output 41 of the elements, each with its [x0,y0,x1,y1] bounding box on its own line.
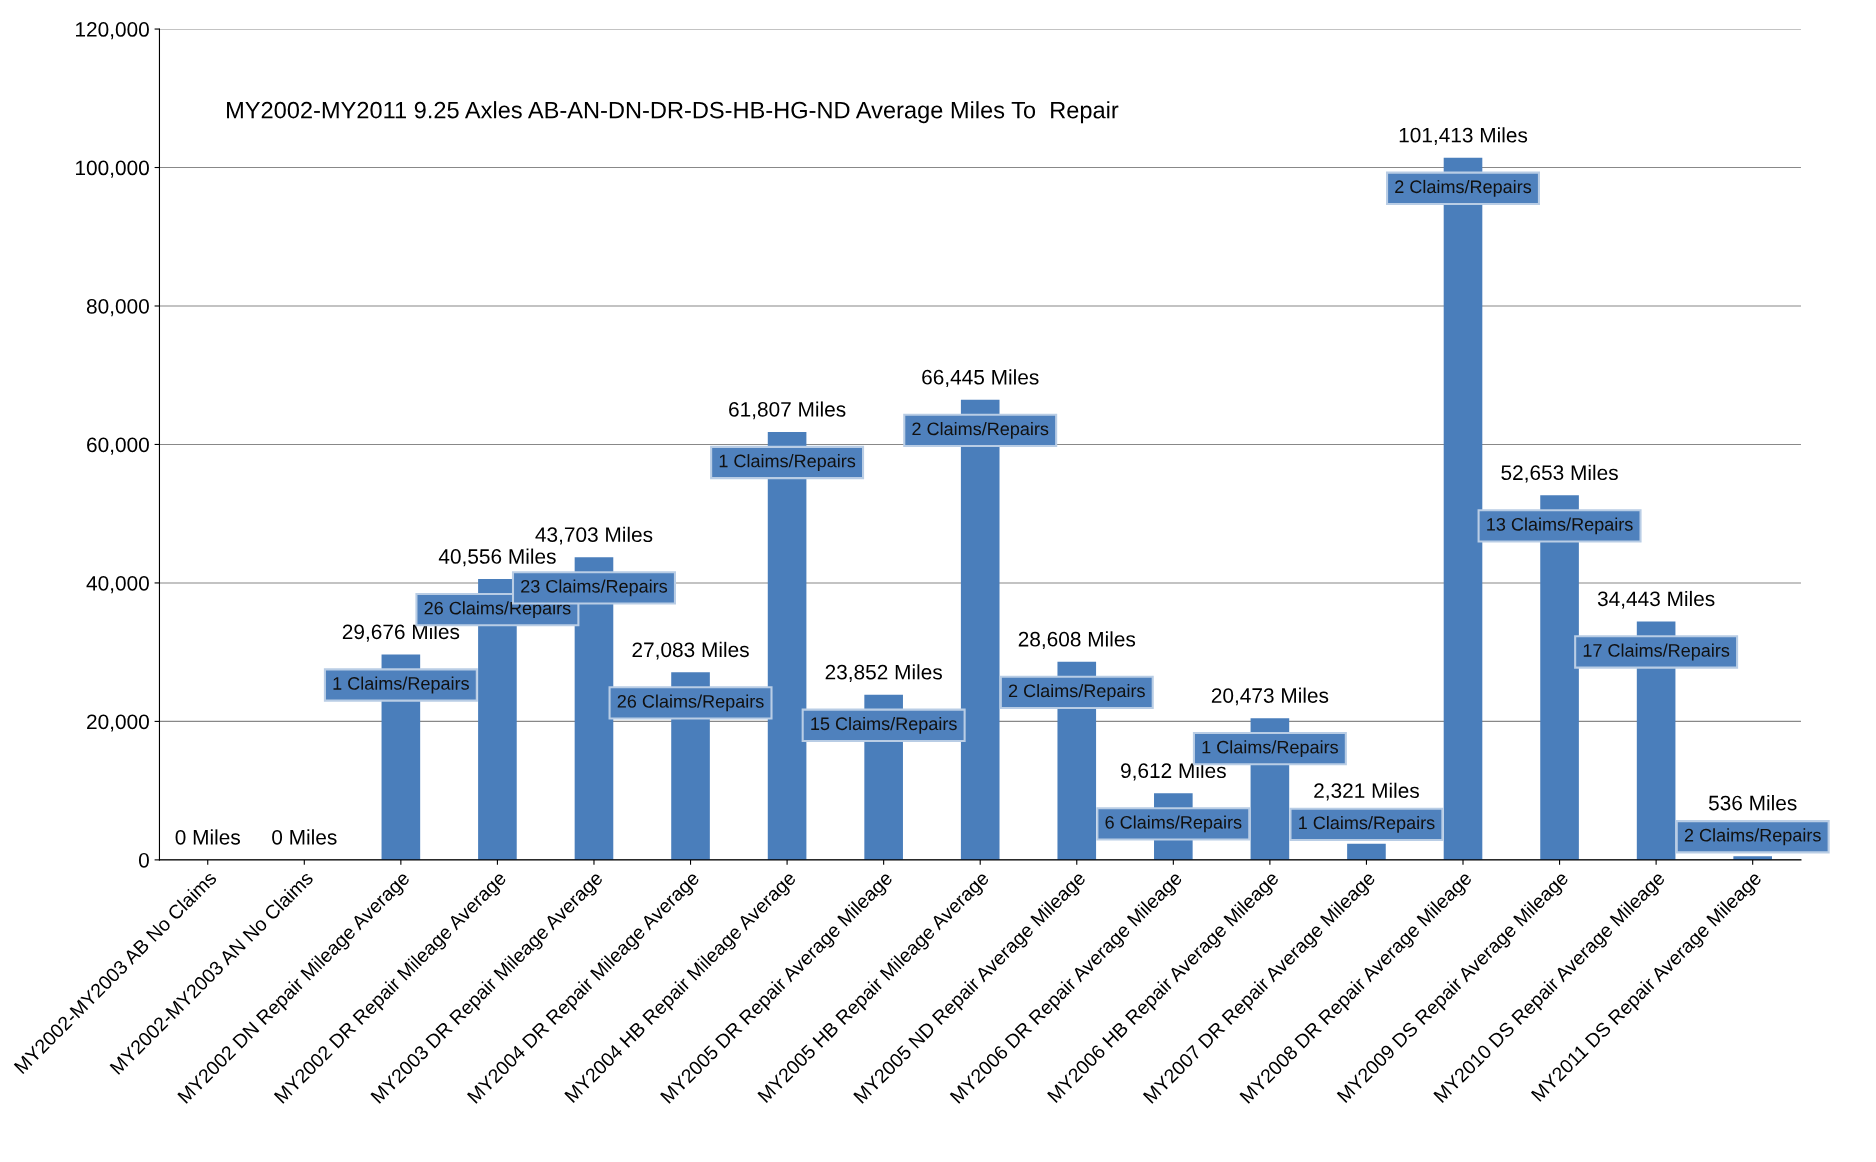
annotation: 1 Claims/Repairs [719,454,856,471]
y-tick-label: 60,000 [87,437,149,455]
data-label: 0 Miles [272,829,337,845]
y-tick-label: 0 [138,852,149,868]
y-tick-label: 100,000 [76,160,149,178]
annotation: 2 Claims/Repairs [1008,683,1145,701]
annotation: 23 Claims/Repairs [521,579,668,597]
annotation: 26 Claims/Repairs [617,694,764,712]
annotation: 2 Claims/Repairs [1395,179,1532,197]
annotation: 26 Claims/Repairs [424,601,571,619]
annotation: 6 Claims/Repairs [1105,815,1242,833]
data-label: 27,083 Miles [632,641,749,660]
data-label: 29,676 Miles [342,623,460,642]
annotation: 1 Claims/Repairs [333,676,469,694]
data-label: 28,608 Miles [1018,631,1136,650]
data-label: 101,413 Miles [1399,127,1528,145]
data-label: 23,852 Miles [825,664,942,682]
data-label: 20,473 Miles [1211,687,1329,706]
data-label: 40,556 Miles [438,548,556,567]
data-label: 0 Miles [175,829,240,845]
annotation: 2 Claims/Repairs [1684,828,1821,846]
data-label: 536 Miles [1708,795,1797,811]
annotation: 2 Claims/Repairs [912,421,1049,439]
y-tick-label: 80,000 [86,298,149,317]
data-label: 52,653 Miles [1501,464,1618,483]
annotation: 1 Claims/Repairs [1299,815,1435,833]
text: MY2002-MY2011 9.25 Axles AB-AN-DN-DR-DS-HB-HG-ND Average Miles To Repair [227,101,1119,124]
data-label: 2,321 Miles [1314,782,1419,801]
annotation: 15 Claims/Repairs [811,716,957,734]
y-tick-label: 20,000 [87,714,149,732]
data-label: 43,703 Miles [535,526,653,545]
data-label: 66,445 Miles [922,369,1039,388]
data-label: 9,612 Miles [1121,762,1226,781]
annotation: 17 Claims/Repairs [1583,643,1730,661]
y-tick-label: 40,000 [86,575,149,594]
data-label: 34,443 Miles [1597,590,1715,609]
bar [1347,843,1386,860]
data-label: 61,807 Miles [729,401,846,420]
y-tick-label: 120,000 [76,22,149,40]
annotation: 13 Claims/Repairs [1487,517,1633,535]
annotation: 1 Claims/Repairs [1202,740,1338,758]
